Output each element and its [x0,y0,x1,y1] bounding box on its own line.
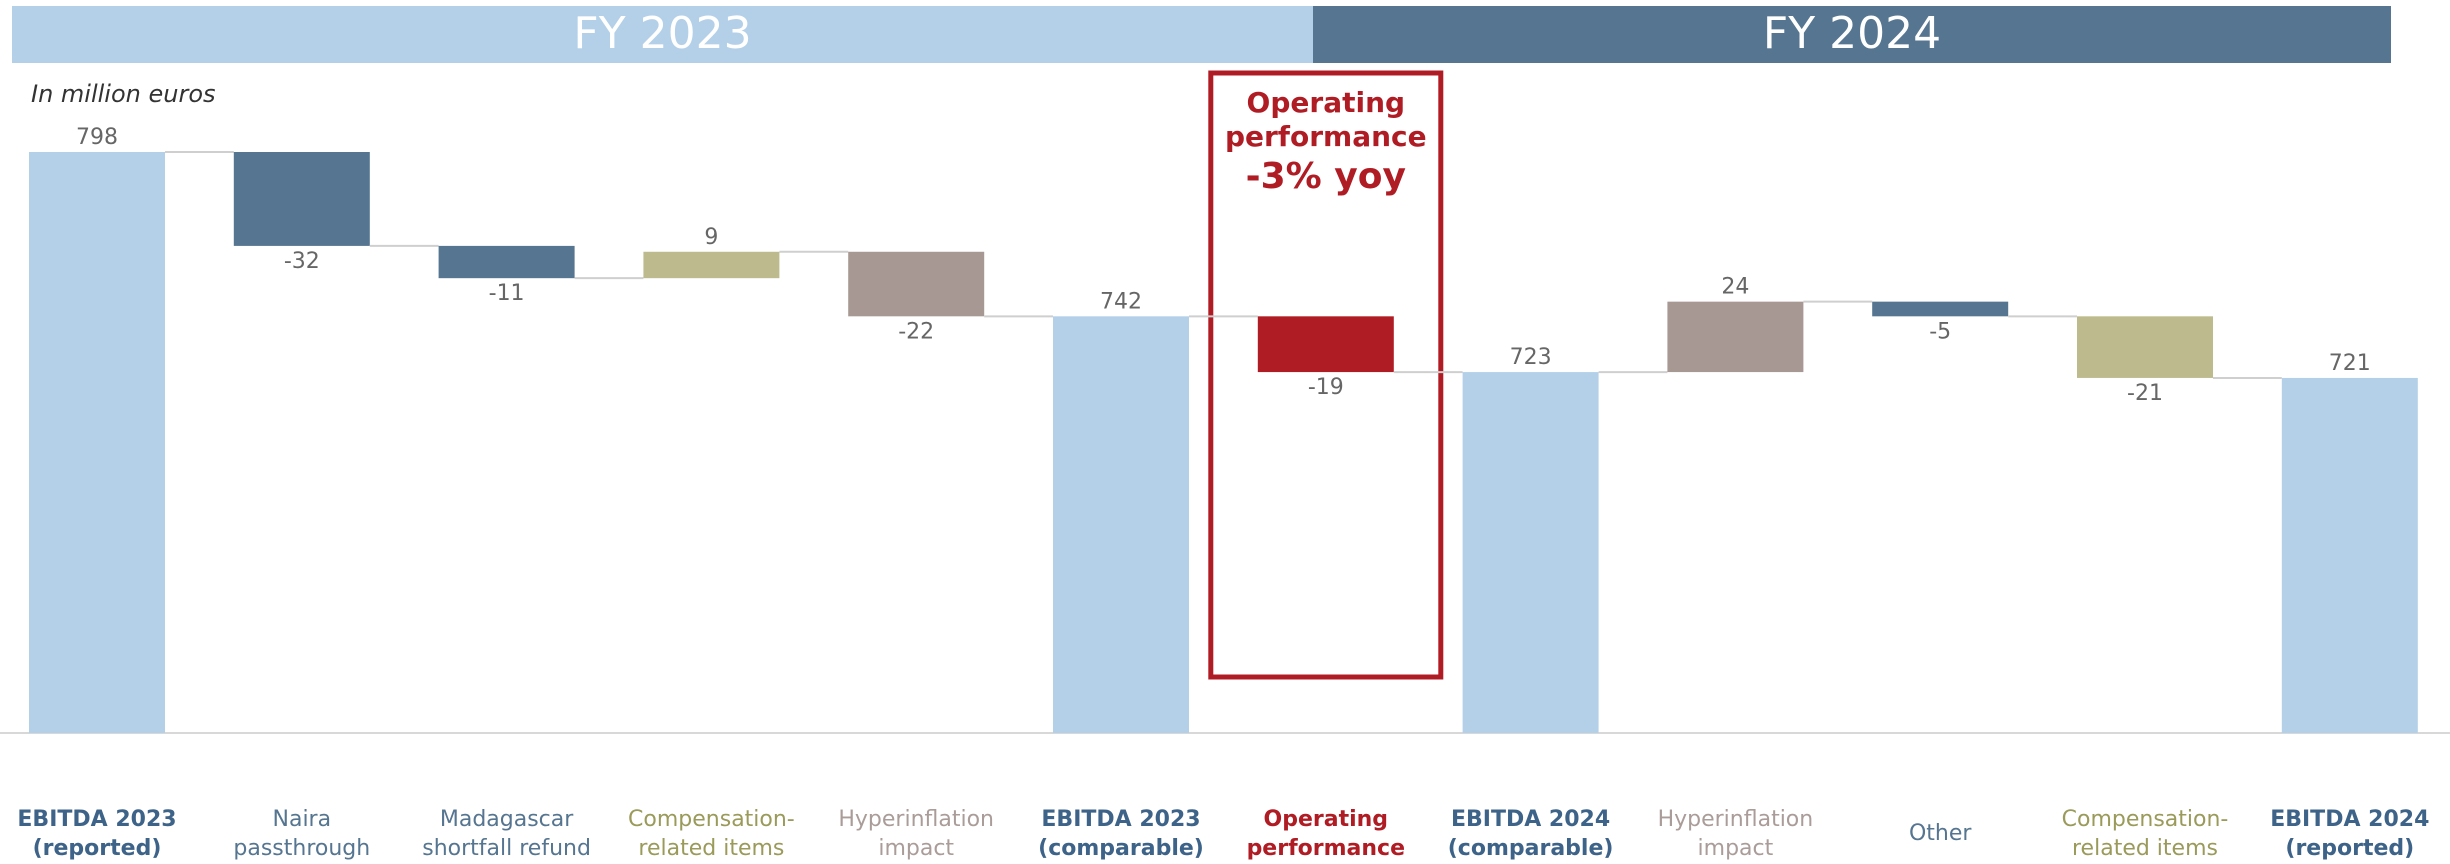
value-label: 721 [2329,351,2371,376]
value-label: -11 [489,281,525,306]
value-label: -22 [898,319,934,344]
value-label: -32 [284,249,320,274]
category-label: Compensation-related items [628,807,795,861]
category-label: EBITDA 2024 (comparable) [1448,807,1614,861]
category-label: EBITDA 2024 (reported) [2270,807,2429,861]
bar [438,245,575,279]
category-label: Hyperinflation impact [1658,807,1814,861]
bar [1053,316,1189,733]
bar [1462,372,1599,733]
highlight-box [1208,70,1444,680]
category-label: Other [1909,821,1972,846]
value-label: -21 [2127,381,2163,406]
bar [233,152,370,246]
category-label: Madagascar shortfall refund [422,807,591,861]
value-label: 798 [76,125,118,150]
header-label: FY 2024 [1763,8,1941,59]
value-label: -5 [1929,319,1951,344]
category-label: Hyperinflation impact [838,807,994,861]
category-label: EBITDA 2023 (comparable) [1038,807,1204,861]
value-label: 723 [1510,345,1552,370]
category-label: EBITDA 2023 (reported) [17,807,176,861]
bar [1667,301,1804,373]
value-label: 24 [1721,275,1749,300]
value-label: -19 [1308,375,1344,400]
annotation-title: Operating performance [1225,86,1427,153]
category-label: Naira passthrough [233,807,370,861]
bar [1872,301,2009,317]
category-label: Operating performance [1247,807,1405,861]
header-band [12,6,1313,63]
bar [848,251,985,317]
bar [2077,316,2213,378]
header-band [1313,6,2391,63]
bar [643,251,780,279]
subtitle: In million euros [31,80,216,108]
bar [29,152,165,733]
header-label: FY 2023 [573,8,751,59]
value-label: 742 [1100,289,1142,314]
category-label: Compensation-related items [2062,807,2229,861]
annotation-value: -3% yoy [1246,156,1406,197]
bar [1257,316,1394,373]
value-label: 9 [704,225,718,250]
bar [2281,377,2418,733]
